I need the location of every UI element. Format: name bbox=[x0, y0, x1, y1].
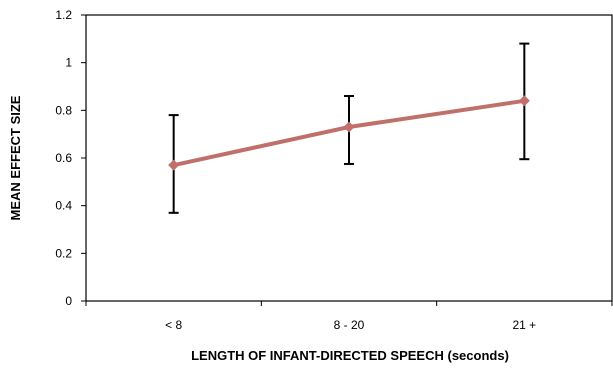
series-layer bbox=[168, 95, 530, 171]
x-tick-label: < 8 bbox=[165, 318, 182, 332]
data-point-marker bbox=[518, 95, 530, 107]
y-tick-label: 1.2 bbox=[55, 8, 72, 22]
x-axis-title: LENGTH OF INFANT-DIRECTED SPEECH (second… bbox=[191, 348, 509, 363]
data-point-marker bbox=[168, 159, 180, 171]
data-point-marker bbox=[343, 121, 355, 133]
y-axis: 0 0.2 0.4 0.6 0.8 1 1.2 bbox=[55, 8, 86, 308]
x-axis: < 8 8 - 20 21 + bbox=[85, 301, 613, 332]
y-axis-title: MEAN EFFECT SIZE bbox=[8, 95, 23, 220]
y-tick-label: 1 bbox=[65, 56, 72, 70]
y-tick-label: 0.4 bbox=[55, 199, 72, 213]
x-tick-label: 8 - 20 bbox=[334, 318, 365, 332]
y-tick-label: 0 bbox=[65, 294, 72, 308]
y-tick-label: 0.2 bbox=[55, 246, 72, 260]
x-tick-label: 21 + bbox=[512, 318, 536, 332]
y-tick-label: 0.6 bbox=[55, 151, 72, 165]
y-tick-label: 0.8 bbox=[55, 103, 72, 117]
